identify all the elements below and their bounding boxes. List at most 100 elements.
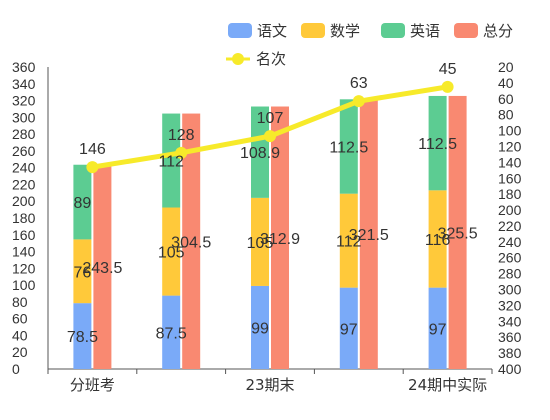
- y-right-tick-300: 300: [498, 282, 522, 298]
- bar-英语-1: [162, 113, 181, 208]
- bar-语文-4: [428, 287, 447, 369]
- y-right-tick-280: 280: [498, 266, 522, 282]
- y-left-tick-140: 140: [12, 244, 36, 260]
- bar-数学-1: [162, 207, 181, 296]
- y-right-tick-60: 60: [498, 91, 514, 107]
- label-rank-3: 63: [350, 75, 368, 92]
- y-right-tick-20: 20: [498, 59, 514, 75]
- legend-label-2: 英语: [410, 22, 440, 40]
- y-right-tick-320: 320: [498, 297, 522, 313]
- rank-point-4: [441, 80, 454, 93]
- y-left-tick-40: 40: [12, 327, 28, 343]
- label-rank-0: 146: [79, 141, 106, 158]
- y-right-tick-220: 220: [498, 218, 522, 234]
- y-right-tick-380: 380: [498, 345, 522, 361]
- legend-swatch-3: [454, 23, 478, 38]
- label-total-3: 321.5: [349, 227, 389, 244]
- bar-数学-4: [428, 190, 447, 288]
- label-total-4: 325.5: [438, 225, 478, 242]
- label-total-2: 312.9: [260, 231, 300, 248]
- legend-label-rank: 名次: [256, 50, 286, 68]
- label-英语-2: 108.9: [240, 145, 280, 162]
- label-语文-4: 97: [429, 321, 447, 338]
- y-right-tick-400: 400: [498, 361, 522, 377]
- y-right-tick-240: 240: [498, 234, 522, 250]
- y-right-tick-100: 100: [498, 123, 522, 139]
- label-语文-3: 97: [340, 321, 358, 338]
- x-tick-label-0: 分班考: [70, 376, 115, 394]
- y-left-tick-80: 80: [12, 294, 28, 310]
- y-right-tick-340: 340: [498, 313, 522, 329]
- bar-语文-1: [162, 295, 181, 369]
- label-语文-1: 87.5: [156, 325, 187, 342]
- rank-point-3: [352, 95, 365, 108]
- y-left-tick-260: 260: [12, 143, 36, 159]
- y-left-tick-20: 20: [12, 344, 28, 360]
- label-英语-0: 89: [74, 195, 92, 212]
- legend-label-0: 语文: [257, 22, 287, 40]
- label-total-1: 304.5: [171, 234, 211, 251]
- y-left-tick-180: 180: [12, 210, 36, 226]
- label-语文-0: 78.5: [67, 329, 98, 346]
- y-left-tick-280: 280: [12, 126, 36, 142]
- y-right-tick-200: 200: [498, 202, 522, 218]
- legend-label-1: 数学: [330, 22, 360, 40]
- y-right-tick-140: 140: [498, 154, 522, 170]
- label-数学-4: 116: [425, 232, 451, 249]
- y-left-tick-340: 340: [12, 76, 36, 92]
- y-left-tick-200: 200: [12, 193, 36, 209]
- bar-英语-3: [339, 99, 358, 194]
- legend-line-marker: [232, 53, 244, 65]
- y-right-tick-360: 360: [498, 329, 522, 345]
- y-left-tick-60: 60: [12, 311, 28, 327]
- y-left-tick-360: 360: [12, 59, 36, 75]
- bar-英语-0: [73, 164, 92, 240]
- label-rank-2: 107: [257, 110, 284, 127]
- bar-total-3: [359, 99, 378, 369]
- y-right-tick-180: 180: [498, 186, 522, 202]
- label-rank-4: 45: [439, 61, 457, 78]
- label-英语-3: 112.5: [329, 139, 368, 156]
- rank-point-0: [86, 161, 99, 174]
- bar-语文-2: [251, 285, 269, 369]
- label-数学-2: 105: [247, 235, 274, 252]
- rank-point-2: [264, 130, 276, 143]
- y-left-tick-120: 120: [12, 260, 36, 276]
- bar-语文-0: [73, 303, 92, 369]
- label-英语-4: 112.5: [418, 136, 457, 153]
- bar-英语-4: [428, 95, 447, 191]
- y-left-tick-160: 160: [12, 227, 36, 243]
- legend-swatch-2: [381, 23, 405, 38]
- legend-swatch-0: [228, 23, 252, 38]
- bar-total-0: [93, 164, 112, 369]
- x-tick-label-4: 24期中实际: [408, 376, 487, 394]
- y-left-tick-240: 240: [12, 160, 36, 176]
- legend-swatch-1: [301, 23, 325, 38]
- x-tick-label-2: 23期末: [245, 376, 294, 394]
- label-数学-3: 112: [336, 234, 362, 251]
- y-right-tick-120: 120: [498, 138, 522, 154]
- label-英语-1: 112: [158, 154, 184, 171]
- y-right-tick-80: 80: [498, 107, 514, 123]
- bar-total-2: [271, 106, 289, 370]
- y-right-tick-40: 40: [498, 75, 514, 91]
- rank-point-1: [175, 146, 188, 159]
- bar-total-4: [448, 95, 467, 370]
- label-数学-0: 76: [74, 264, 92, 281]
- y-left-tick-220: 220: [12, 176, 36, 192]
- bar-数学-2: [251, 197, 269, 286]
- bar-语文-3: [339, 287, 358, 369]
- bar-total-1: [182, 113, 201, 369]
- y-right-tick-260: 260: [498, 250, 522, 266]
- bar-数学-3: [339, 193, 358, 288]
- bar-英语-2: [251, 106, 269, 198]
- label-rank-1: 128: [168, 127, 195, 144]
- label-数学-1: 105: [158, 245, 185, 262]
- y-left-tick-300: 300: [12, 109, 36, 125]
- label-语文-2: 99: [251, 320, 269, 337]
- legend-label-3: 总分: [483, 22, 513, 40]
- bar-数学-0: [73, 239, 92, 304]
- y-left-tick-100: 100: [12, 277, 36, 293]
- y-right-tick-160: 160: [498, 170, 522, 186]
